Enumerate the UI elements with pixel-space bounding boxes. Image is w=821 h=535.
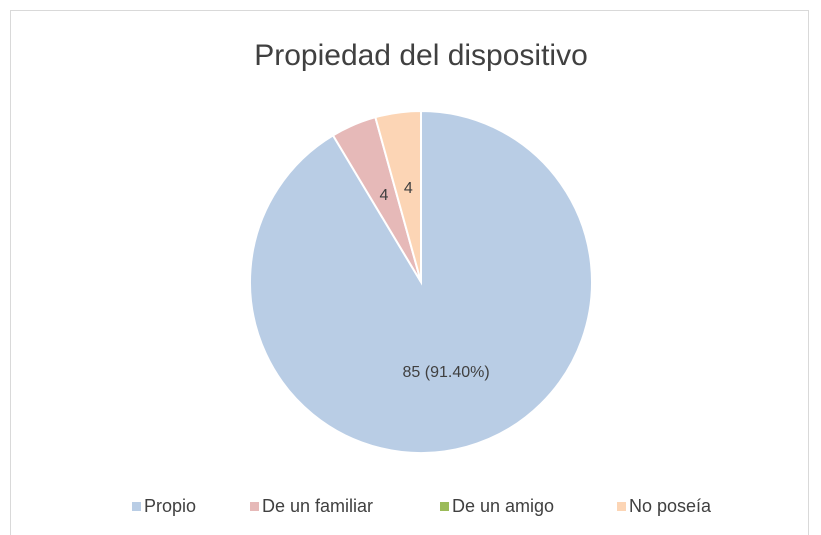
data-label: 4 <box>379 187 388 204</box>
legend-label: Propio <box>144 496 196 516</box>
data-label: 4 <box>404 180 413 197</box>
legend-marker <box>132 502 141 511</box>
legend-marker <box>617 502 626 511</box>
data-label: 85 (91.40%) <box>403 364 490 381</box>
legend-label: De un amigo <box>452 496 554 516</box>
chart-border <box>10 10 809 535</box>
chart-title: Propiedad del dispositivo <box>254 39 588 72</box>
legend-label: De un familiar <box>262 496 373 516</box>
legend-marker <box>250 502 259 511</box>
pie-slice <box>374 109 422 283</box>
legend-marker <box>440 502 449 511</box>
legend-label: No poseía <box>629 496 712 516</box>
